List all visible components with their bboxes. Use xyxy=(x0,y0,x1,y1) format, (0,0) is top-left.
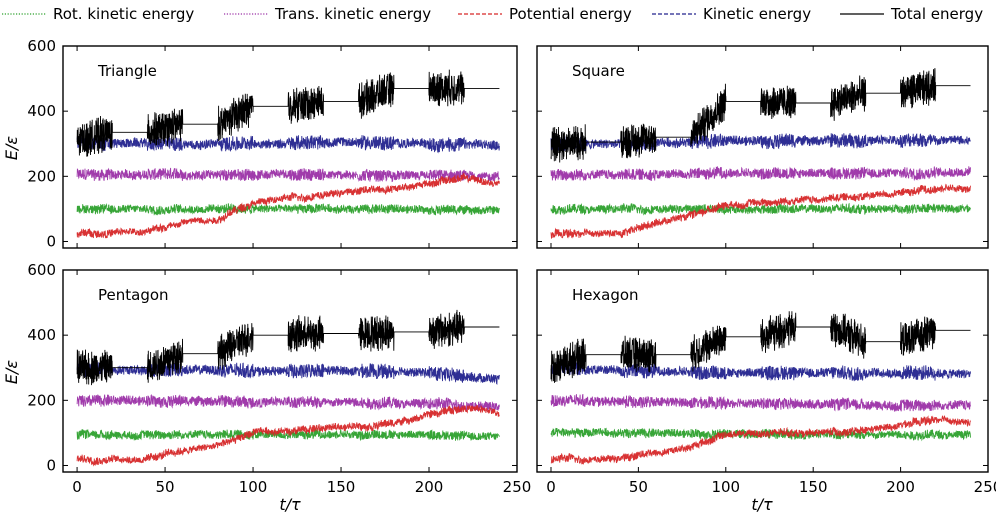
x-tick-label: 0 xyxy=(72,478,82,496)
x-tick-label: 0 xyxy=(546,478,556,496)
y-tick-label: 600 xyxy=(27,37,56,55)
panel-hexagon: Hexagon 0 50 100 150 200 250 xyxy=(536,269,996,496)
legend-label: Total energy xyxy=(890,5,983,23)
plot-area xyxy=(76,309,500,467)
panel-frame xyxy=(62,45,518,249)
legend-entry: Rot. kinetic energy xyxy=(2,5,194,23)
legend-label: Kinetic energy xyxy=(703,5,811,23)
y-tick-label: 200 xyxy=(27,167,56,185)
panel-triangle: Triangle 0 200 400 600 xyxy=(27,37,518,250)
panel-title: Triangle xyxy=(97,62,157,80)
plot-area xyxy=(76,69,500,239)
series-potential-energy xyxy=(550,183,971,239)
panel-title: Hexagon xyxy=(572,286,639,304)
x-tick-label: 50 xyxy=(629,478,648,496)
panel-title: Square xyxy=(572,62,625,80)
series-total-energy xyxy=(550,68,971,163)
panel-frame xyxy=(62,269,518,473)
legend-entry: Kinetic energy xyxy=(652,5,811,23)
series-kinetic-energy xyxy=(550,360,971,382)
series-trans-kinetic-energy xyxy=(550,166,971,182)
x-axis-label-right: t/τ xyxy=(751,495,773,514)
series-kinetic-energy xyxy=(76,361,500,385)
plot-area xyxy=(550,311,971,465)
legend-entry: Trans. kinetic energy xyxy=(224,5,431,23)
panels: Triangle 0 200 400 600 Square Pentagon 0 50 100 15… xyxy=(27,37,996,496)
x-tick-label: 250 xyxy=(503,478,532,496)
series-rot-kinetic-energy xyxy=(550,202,971,216)
y-axis-label-top: E/ε xyxy=(2,136,21,161)
x-tick-label: 150 xyxy=(799,478,828,496)
series-potential-energy xyxy=(76,172,500,239)
series-trans-kinetic-energy xyxy=(550,393,971,412)
y-tick-label: 400 xyxy=(27,102,56,120)
series-trans-kinetic-energy xyxy=(76,394,500,414)
series-rot-kinetic-energy xyxy=(76,203,500,216)
x-tick-label: 200 xyxy=(886,478,915,496)
y-tick-label: 600 xyxy=(27,261,56,279)
series-total-energy xyxy=(550,311,971,383)
series-potential-energy xyxy=(550,415,971,465)
x-tick-label: 150 xyxy=(327,478,356,496)
x-tick-label: 50 xyxy=(156,478,175,496)
y-tick-label: 0 xyxy=(46,232,56,250)
legend-label: Trans. kinetic energy xyxy=(274,5,431,23)
legend-label: Rot. kinetic energy xyxy=(53,5,194,23)
panel-pentagon: Pentagon 0 50 100 150 200 250 0 200 400 600 xyxy=(27,261,531,496)
series-potential-energy xyxy=(76,405,500,467)
y-tick-label: 0 xyxy=(46,456,56,474)
x-tick-label: 200 xyxy=(415,478,444,496)
legend-entry: Potential energy xyxy=(458,5,632,23)
series-trans-kinetic-energy xyxy=(76,167,500,183)
panel-title: Pentagon xyxy=(98,286,169,304)
y-tick-label: 400 xyxy=(27,326,56,344)
series-rot-kinetic-energy xyxy=(550,427,971,442)
panel-square: Square xyxy=(536,45,989,249)
y-axis-label-bottom: E/ε xyxy=(2,360,21,385)
series-kinetic-energy xyxy=(76,134,500,154)
series-total-energy xyxy=(76,69,500,157)
legend: Rot. kinetic energy Trans. kinetic energy… xyxy=(2,5,983,23)
x-tick-label: 250 xyxy=(974,478,996,496)
panel-frame xyxy=(536,45,989,249)
series-total-energy xyxy=(76,309,500,386)
axis-labels: t/τ t/τ E/ε E/ε xyxy=(2,136,773,514)
series-rot-kinetic-energy xyxy=(76,428,500,442)
x-tick-label: 100 xyxy=(239,478,268,496)
y-tick-label: 200 xyxy=(27,391,56,409)
x-axis-label-left: t/τ xyxy=(279,495,301,514)
legend-label: Potential energy xyxy=(509,5,632,23)
x-tick-label: 100 xyxy=(711,478,740,496)
panel-frame xyxy=(536,269,989,473)
plot-area xyxy=(550,68,971,239)
legend-entry: Total energy xyxy=(840,5,983,23)
